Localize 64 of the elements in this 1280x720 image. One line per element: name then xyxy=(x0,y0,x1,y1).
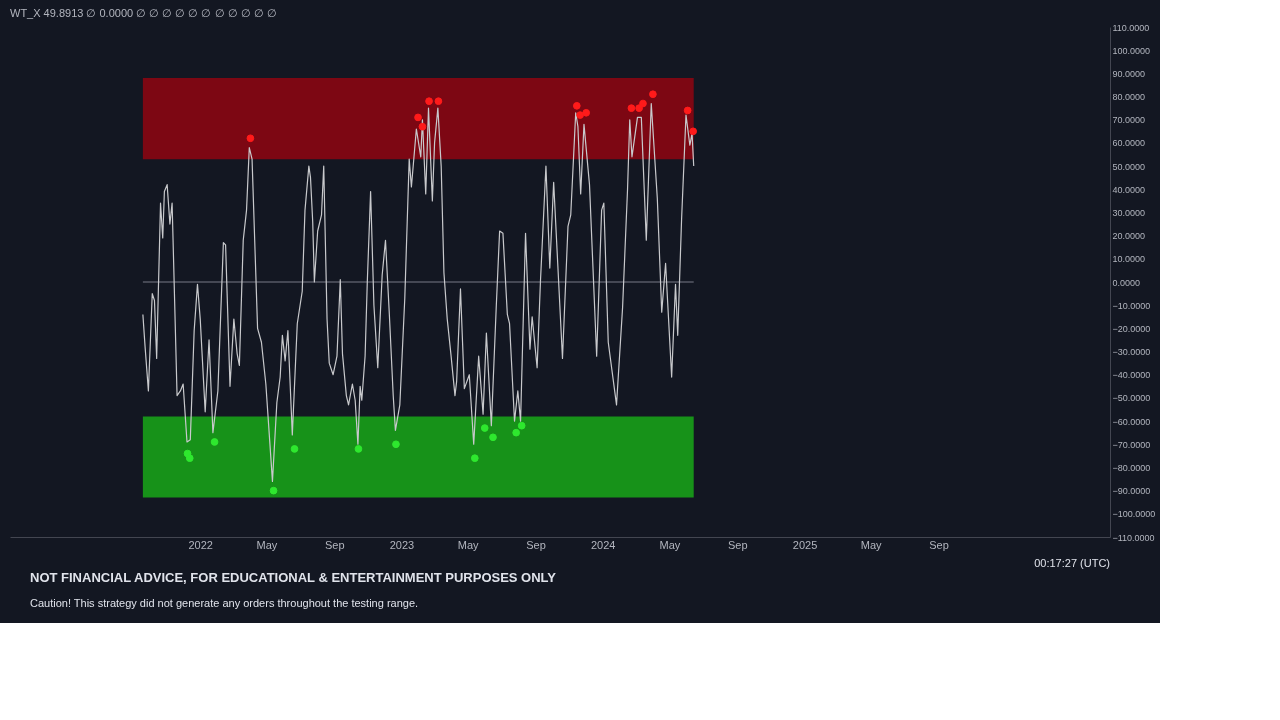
x-tick-label: Sep xyxy=(526,538,546,551)
y-tick-label: 80.0000 xyxy=(1112,92,1146,103)
y-tick-label: 30.0000 xyxy=(1112,207,1146,218)
point xyxy=(470,454,479,463)
point xyxy=(649,90,657,99)
y-tick-label: 40.0000 xyxy=(1112,184,1146,195)
line-series xyxy=(142,102,695,482)
point xyxy=(434,97,443,106)
x-tick-label: Sep xyxy=(727,538,748,551)
y-tick-label: 100.0000 xyxy=(1112,45,1151,56)
point xyxy=(576,111,584,119)
y-tick-label: 10.0000 xyxy=(1112,254,1146,265)
point xyxy=(480,424,489,432)
point xyxy=(269,486,278,495)
point xyxy=(246,134,255,143)
point xyxy=(354,445,363,453)
x-tick-label: Sep xyxy=(929,538,949,551)
y-tick-label: −80.0000 xyxy=(1112,462,1151,473)
y-tick-label: 50.0000 xyxy=(1112,161,1146,172)
x-tick-label: 2025 xyxy=(792,538,818,551)
x-tick-label: 2023 xyxy=(389,538,415,551)
point xyxy=(582,108,591,117)
point xyxy=(627,104,636,112)
x-tick-label: May xyxy=(256,538,278,551)
y-tick-label: −90.0000 xyxy=(1112,486,1151,497)
text: Caution! This strategy did not generate any orders throughout the testing range. xyxy=(30,597,419,609)
point xyxy=(572,101,581,110)
y-tick-label: −10.0000 xyxy=(1112,300,1151,311)
y-tick-label: 70.0000 xyxy=(1112,115,1146,126)
y-tick-label: 60.0000 xyxy=(1112,138,1146,149)
point xyxy=(290,445,299,453)
text: 00:17:27 (UTC) xyxy=(1034,557,1110,569)
point xyxy=(512,428,521,437)
y-tick-label: −70.0000 xyxy=(1112,439,1151,450)
point xyxy=(414,113,422,122)
y-tick-label: −60.0000 xyxy=(1112,416,1151,427)
point xyxy=(517,421,526,430)
y-tick-label: −50.0000 xyxy=(1112,393,1151,404)
point xyxy=(418,122,427,131)
point xyxy=(689,127,698,136)
x-tick-label: May xyxy=(860,538,883,551)
x-tick-label: 2024 xyxy=(590,538,616,551)
y-tick-label: 90.0000 xyxy=(1112,68,1146,79)
x-tick-label: 2022 xyxy=(188,538,213,551)
x-tick-label: May xyxy=(457,538,480,551)
point xyxy=(639,99,647,108)
text: NOT FINANCIAL ADVICE, FOR EDUCATIONAL & ENTERTAINMENT PURPOSES ONLY xyxy=(30,570,557,585)
chart-title: WT_X 49.8913 ∅ 0.0000 ∅ ∅ ∅ ∅ ∅ ∅ ∅ ∅ ∅ ∅ ∅ xyxy=(10,7,277,19)
point xyxy=(210,438,219,446)
y-tick-label: −20.0000 xyxy=(1112,323,1151,334)
x-tick-label: May xyxy=(659,538,681,551)
point xyxy=(489,433,497,442)
y-tick-label: 0.0000 xyxy=(1112,277,1141,288)
y-tick-label: −110.0000 xyxy=(1112,532,1155,543)
point xyxy=(425,97,433,106)
y-tick-label: −30.0000 xyxy=(1112,347,1151,358)
point xyxy=(185,454,194,463)
y-tick-label: 20.0000 xyxy=(1112,231,1146,242)
y-tick-label: −40.0000 xyxy=(1112,370,1151,381)
y-tick-label: −100.0000 xyxy=(1112,509,1156,520)
x-tick-label: Sep xyxy=(324,538,345,551)
y-tick-label: 110.0000 xyxy=(1112,22,1150,33)
point xyxy=(683,106,692,115)
point xyxy=(392,440,400,449)
